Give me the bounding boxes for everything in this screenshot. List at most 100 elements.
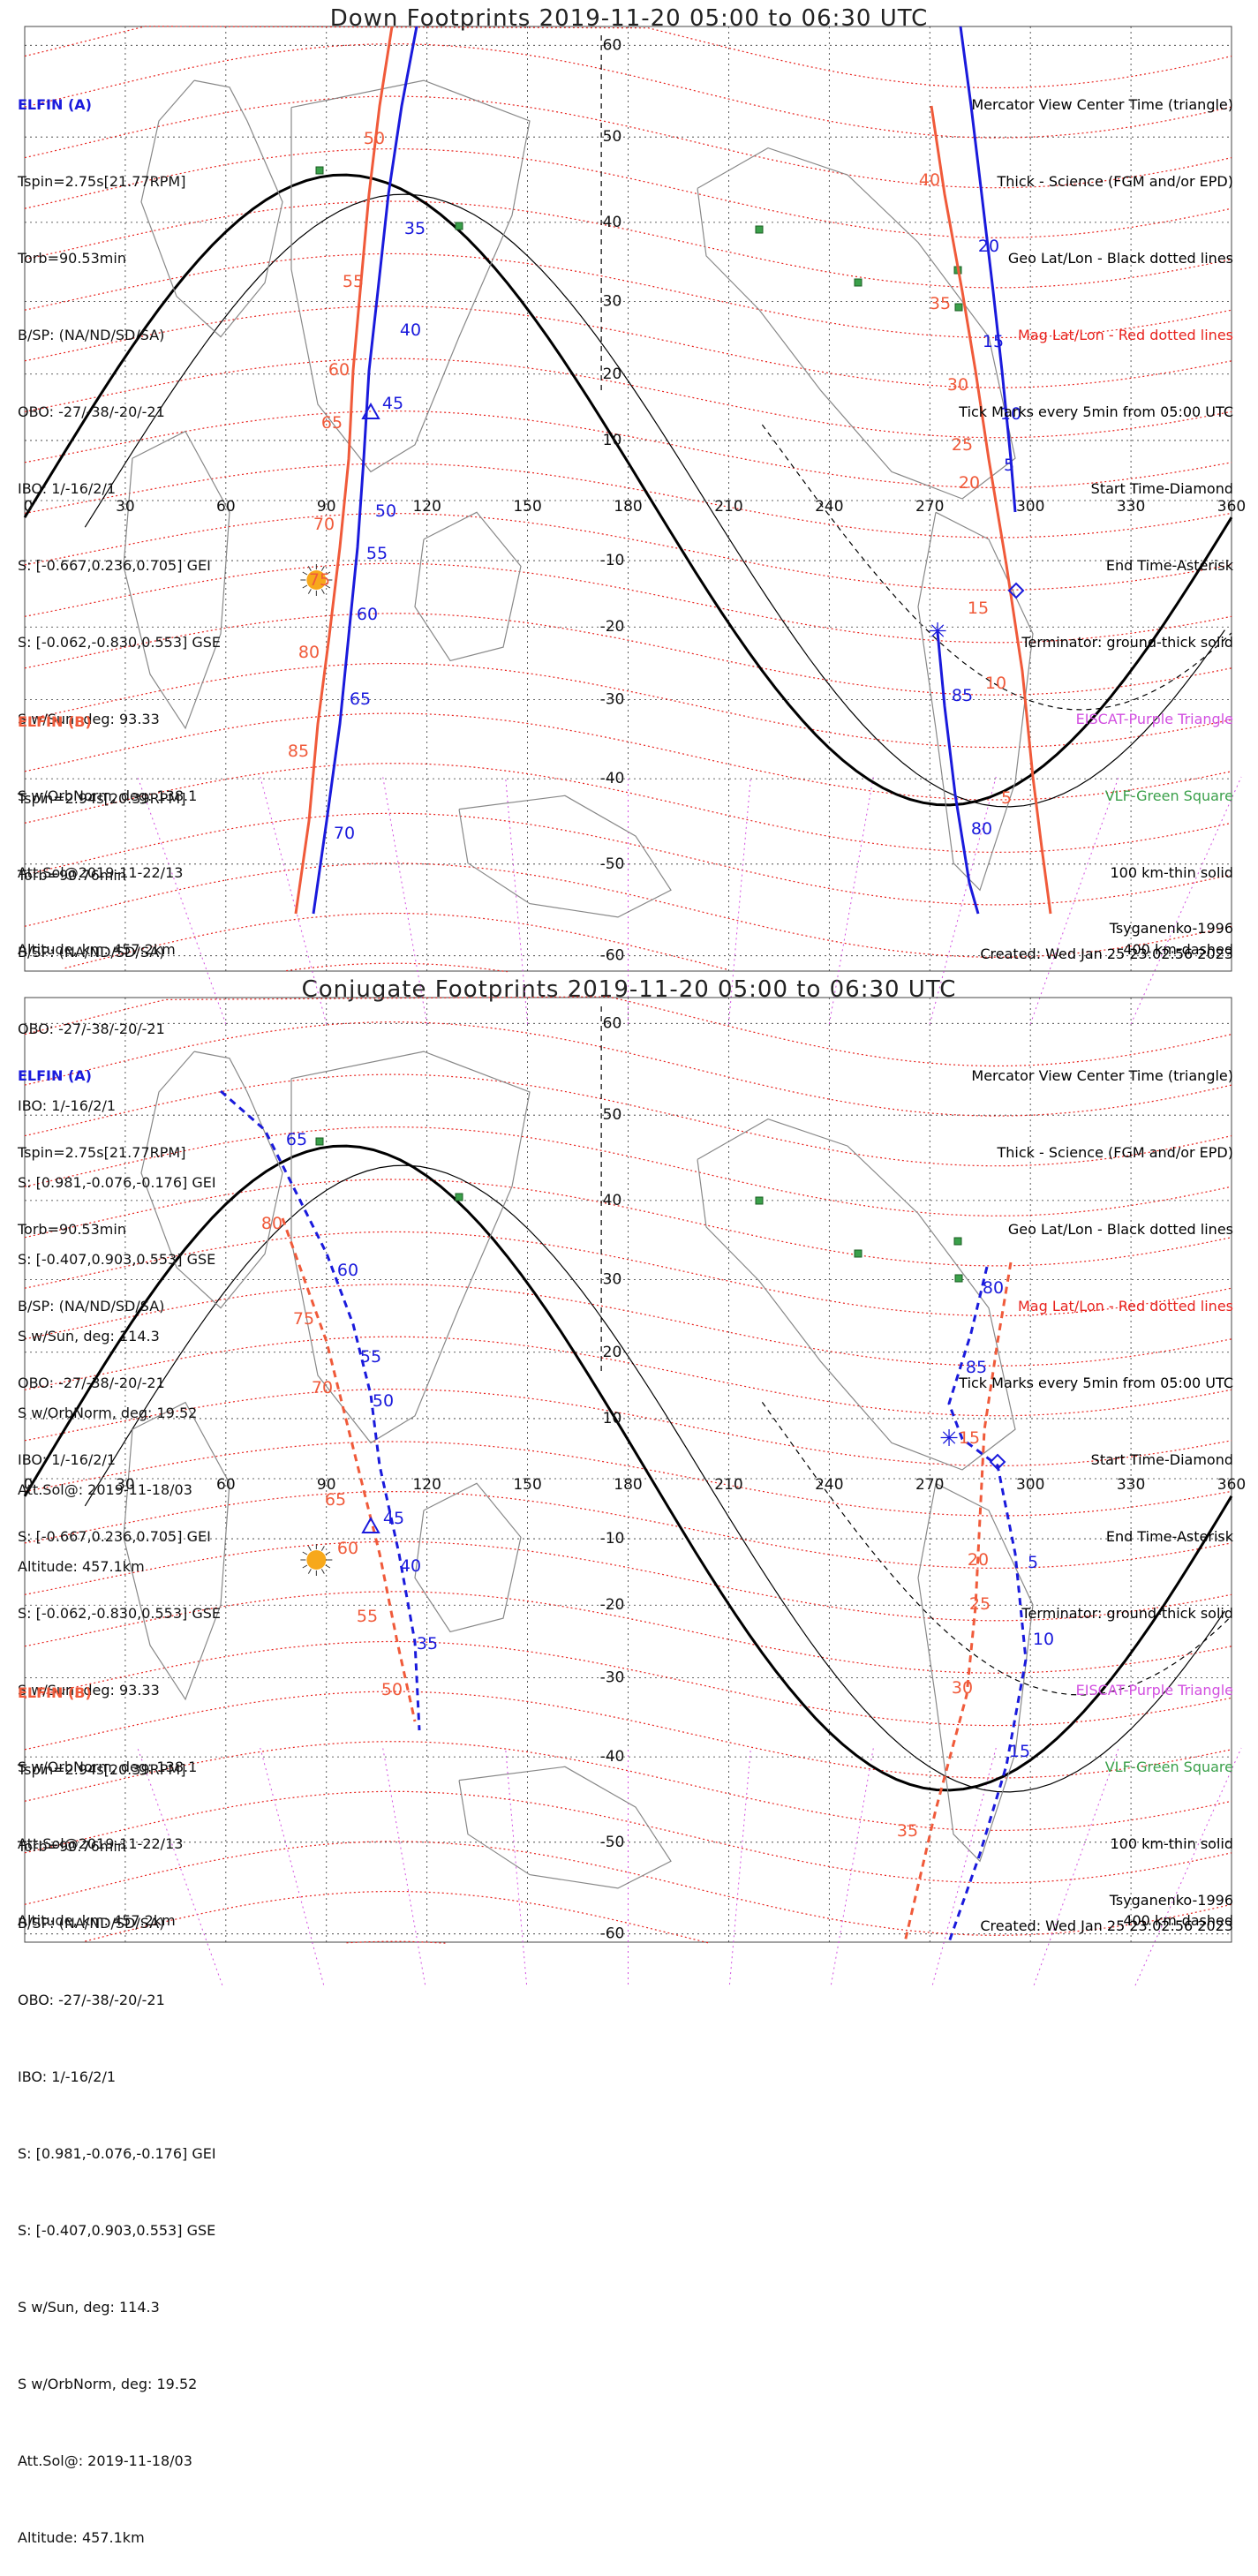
end-asterisk-icon: ✳ (928, 619, 947, 645)
coastline (697, 1118, 1016, 1471)
elfin-b-tick-label: 60 (328, 360, 350, 380)
elfin-b-tick-label: 35 (930, 294, 951, 313)
lat-tick-label: -10 (600, 1530, 625, 1548)
mag-lat-line (24, 812, 1232, 906)
legend-mercator: Mercator View Center Time (triangle) (971, 96, 1233, 113)
vlf-square-icon (455, 222, 463, 230)
lat-tick-label: 60 (603, 36, 622, 54)
elfin-a-tick-label: 40 (400, 1556, 421, 1576)
legend-start: Start Time-Diamond (1090, 480, 1233, 497)
elfin-b-tick-label: 80 (298, 643, 320, 662)
model-label-down: Tsyganenko-1996 (1109, 920, 1233, 937)
lat-tick-label: -40 (600, 1748, 625, 1766)
start-diamond-icon (989, 1453, 1006, 1471)
elfin-a-tick-label: 5 (1028, 1553, 1038, 1572)
elfin-b-tick-label: 35 (897, 1821, 918, 1841)
mag-lat-line (24, 613, 1232, 696)
elfin-b-tick-label: 65 (321, 413, 343, 433)
lat-tick-label: -50 (600, 1834, 625, 1851)
elfin-b-tspin: Tspin=2.94s[20.39RPM] (18, 1761, 186, 1778)
mag-lat-line (24, 463, 1232, 539)
model-label-conjugate: Tsyganenko-1996 (1109, 1892, 1233, 1909)
created-label-down: Created: Wed Jan 25 23:02:56 2023 (980, 945, 1233, 962)
mag-lon-line (929, 776, 997, 1025)
mag-lat-line (24, 95, 1232, 189)
elfin-a-obo: OBO: -27/-38/-20/-21 (18, 403, 165, 420)
vlf-square-icon (953, 1237, 962, 1246)
elfin-a-tick-label: 55 (366, 544, 388, 563)
center-time-triangle-icon (361, 402, 380, 419)
elfin-a-altitude: Altitude, km: 457.2km (18, 1912, 176, 1929)
elfin-b-track-west (294, 26, 394, 915)
legend-down: Mercator View Center Time (triangle) Thi… (959, 41, 1233, 988)
elfin-a-tick-label: 85 (952, 686, 973, 705)
elfin-b-tick-label: 40 (919, 170, 940, 190)
lat-tick-label: 50 (603, 1106, 622, 1124)
mag-lat-line (24, 1231, 1232, 1317)
elfin-a-sun-angle: S w/Sun, deg: 93.33 (18, 1682, 160, 1699)
lon-tick-label: 240 (815, 1476, 843, 1494)
mag-lon-line (505, 776, 529, 1025)
lon-tick-label: 300 (1016, 1476, 1044, 1494)
elfin-a-gei: S: [-0.667,0.236,0.705] GEI (18, 1528, 211, 1545)
elfin-b-tick-label: 20 (968, 1550, 989, 1570)
elfin-b-ibo: IBO: 1/-16/2/1 (18, 1097, 117, 1114)
lon-tick-label: 180 (614, 1476, 642, 1494)
elfin-a-tick-label: 20 (978, 237, 999, 256)
coastline (917, 511, 1034, 892)
elfin-b-tick-label: 5 (1001, 788, 1012, 808)
mag-lat-line (24, 410, 1232, 489)
mag-lat-line (24, 1284, 1232, 1367)
sun-icon (300, 1544, 333, 1576)
coastline (123, 1401, 230, 1701)
terminator-ground (23, 173, 1233, 807)
coastline (458, 795, 672, 918)
lon-tick-label: 30 (116, 498, 135, 516)
mag-lat-line (64, 912, 729, 971)
lon-tick-label: 360 (1217, 1476, 1246, 1494)
legend-end: End Time-Asterisk (1105, 1528, 1233, 1545)
center-time-triangle-icon (361, 1516, 380, 1533)
lat-tick-label: -30 (600, 1669, 625, 1687)
elfin-a-attsol: Att.Sol@2019-11-22/13 (18, 864, 184, 881)
elfin-b-torb: Torb=90.76min (18, 1838, 126, 1855)
down-map: 0 30 60 90 120 150 180 210 240 270 300 330 360 60 50 40… (23, 26, 1246, 1025)
lon-tick-label: 330 (1117, 1476, 1145, 1494)
legend-400km: 400 km-dashed (1123, 941, 1233, 958)
lat-tick-label: 30 (603, 292, 622, 310)
sun-ray (320, 589, 325, 594)
elfin-a-tick-label: 10 (1033, 1630, 1054, 1649)
lat-tick-label: -20 (600, 1596, 625, 1614)
vlf-square-icon (854, 278, 863, 287)
mag-lat-line (24, 305, 1232, 388)
elfin-b-tick-label: 25 (969, 1594, 991, 1614)
vlf-square-icon (755, 225, 764, 234)
lon-tick-label: 210 (714, 1476, 742, 1494)
mag-lon-line (260, 776, 328, 1025)
lat-tick-label: 40 (603, 214, 622, 231)
coastline (290, 79, 531, 473)
vlf-square-icon (315, 166, 324, 175)
lon-tick-label: 330 (1117, 498, 1145, 516)
elfin-a-info-conjugate: ELFIN (A) Tspin=2.75s[21.77RPM] Torb=90.… (18, 1012, 221, 1959)
elfin-b-altitude: Altitude: 457.1km (18, 2529, 145, 2546)
coastline (414, 511, 522, 662)
vlf-square-icon (954, 303, 963, 312)
legend-thick: Thick - Science (FGM and/or EPD) (997, 173, 1233, 190)
elfin-b-attsol: Att.Sol@: 2019-11-18/03 (18, 1481, 192, 1498)
elfin-b-header: ELFIN (B) (18, 713, 92, 730)
lon-tick-label: 30 (116, 1476, 135, 1494)
elfin-b-tick-label: 50 (381, 1680, 403, 1699)
elfin-a-track-east (959, 26, 1017, 513)
elfin-a-tick-label: 55 (360, 1347, 381, 1367)
elfin-a-tspin: Tspin=2.75s[21.77RPM] (18, 1144, 186, 1161)
legend-conjugate: Mercator View Center Time (triangle) Thi… (959, 1012, 1233, 1959)
mag-lat-line (24, 1790, 1232, 1884)
elfin-b-gei: S: [0.981,-0.076,-0.176] GEI (18, 2145, 216, 2162)
elfin-b-orbnorm: S w/OrbNorm, deg: 19.52 (18, 2376, 198, 2392)
legend-vlf: VLF-Green Square (1104, 1759, 1233, 1775)
legend-100km: 100 km-thin solid (1110, 864, 1233, 881)
mag-lat-line (24, 358, 1232, 439)
lat-tick-label: 30 (603, 1270, 622, 1288)
elfin-b-altitude: Altitude: 457.1km (18, 1558, 145, 1575)
